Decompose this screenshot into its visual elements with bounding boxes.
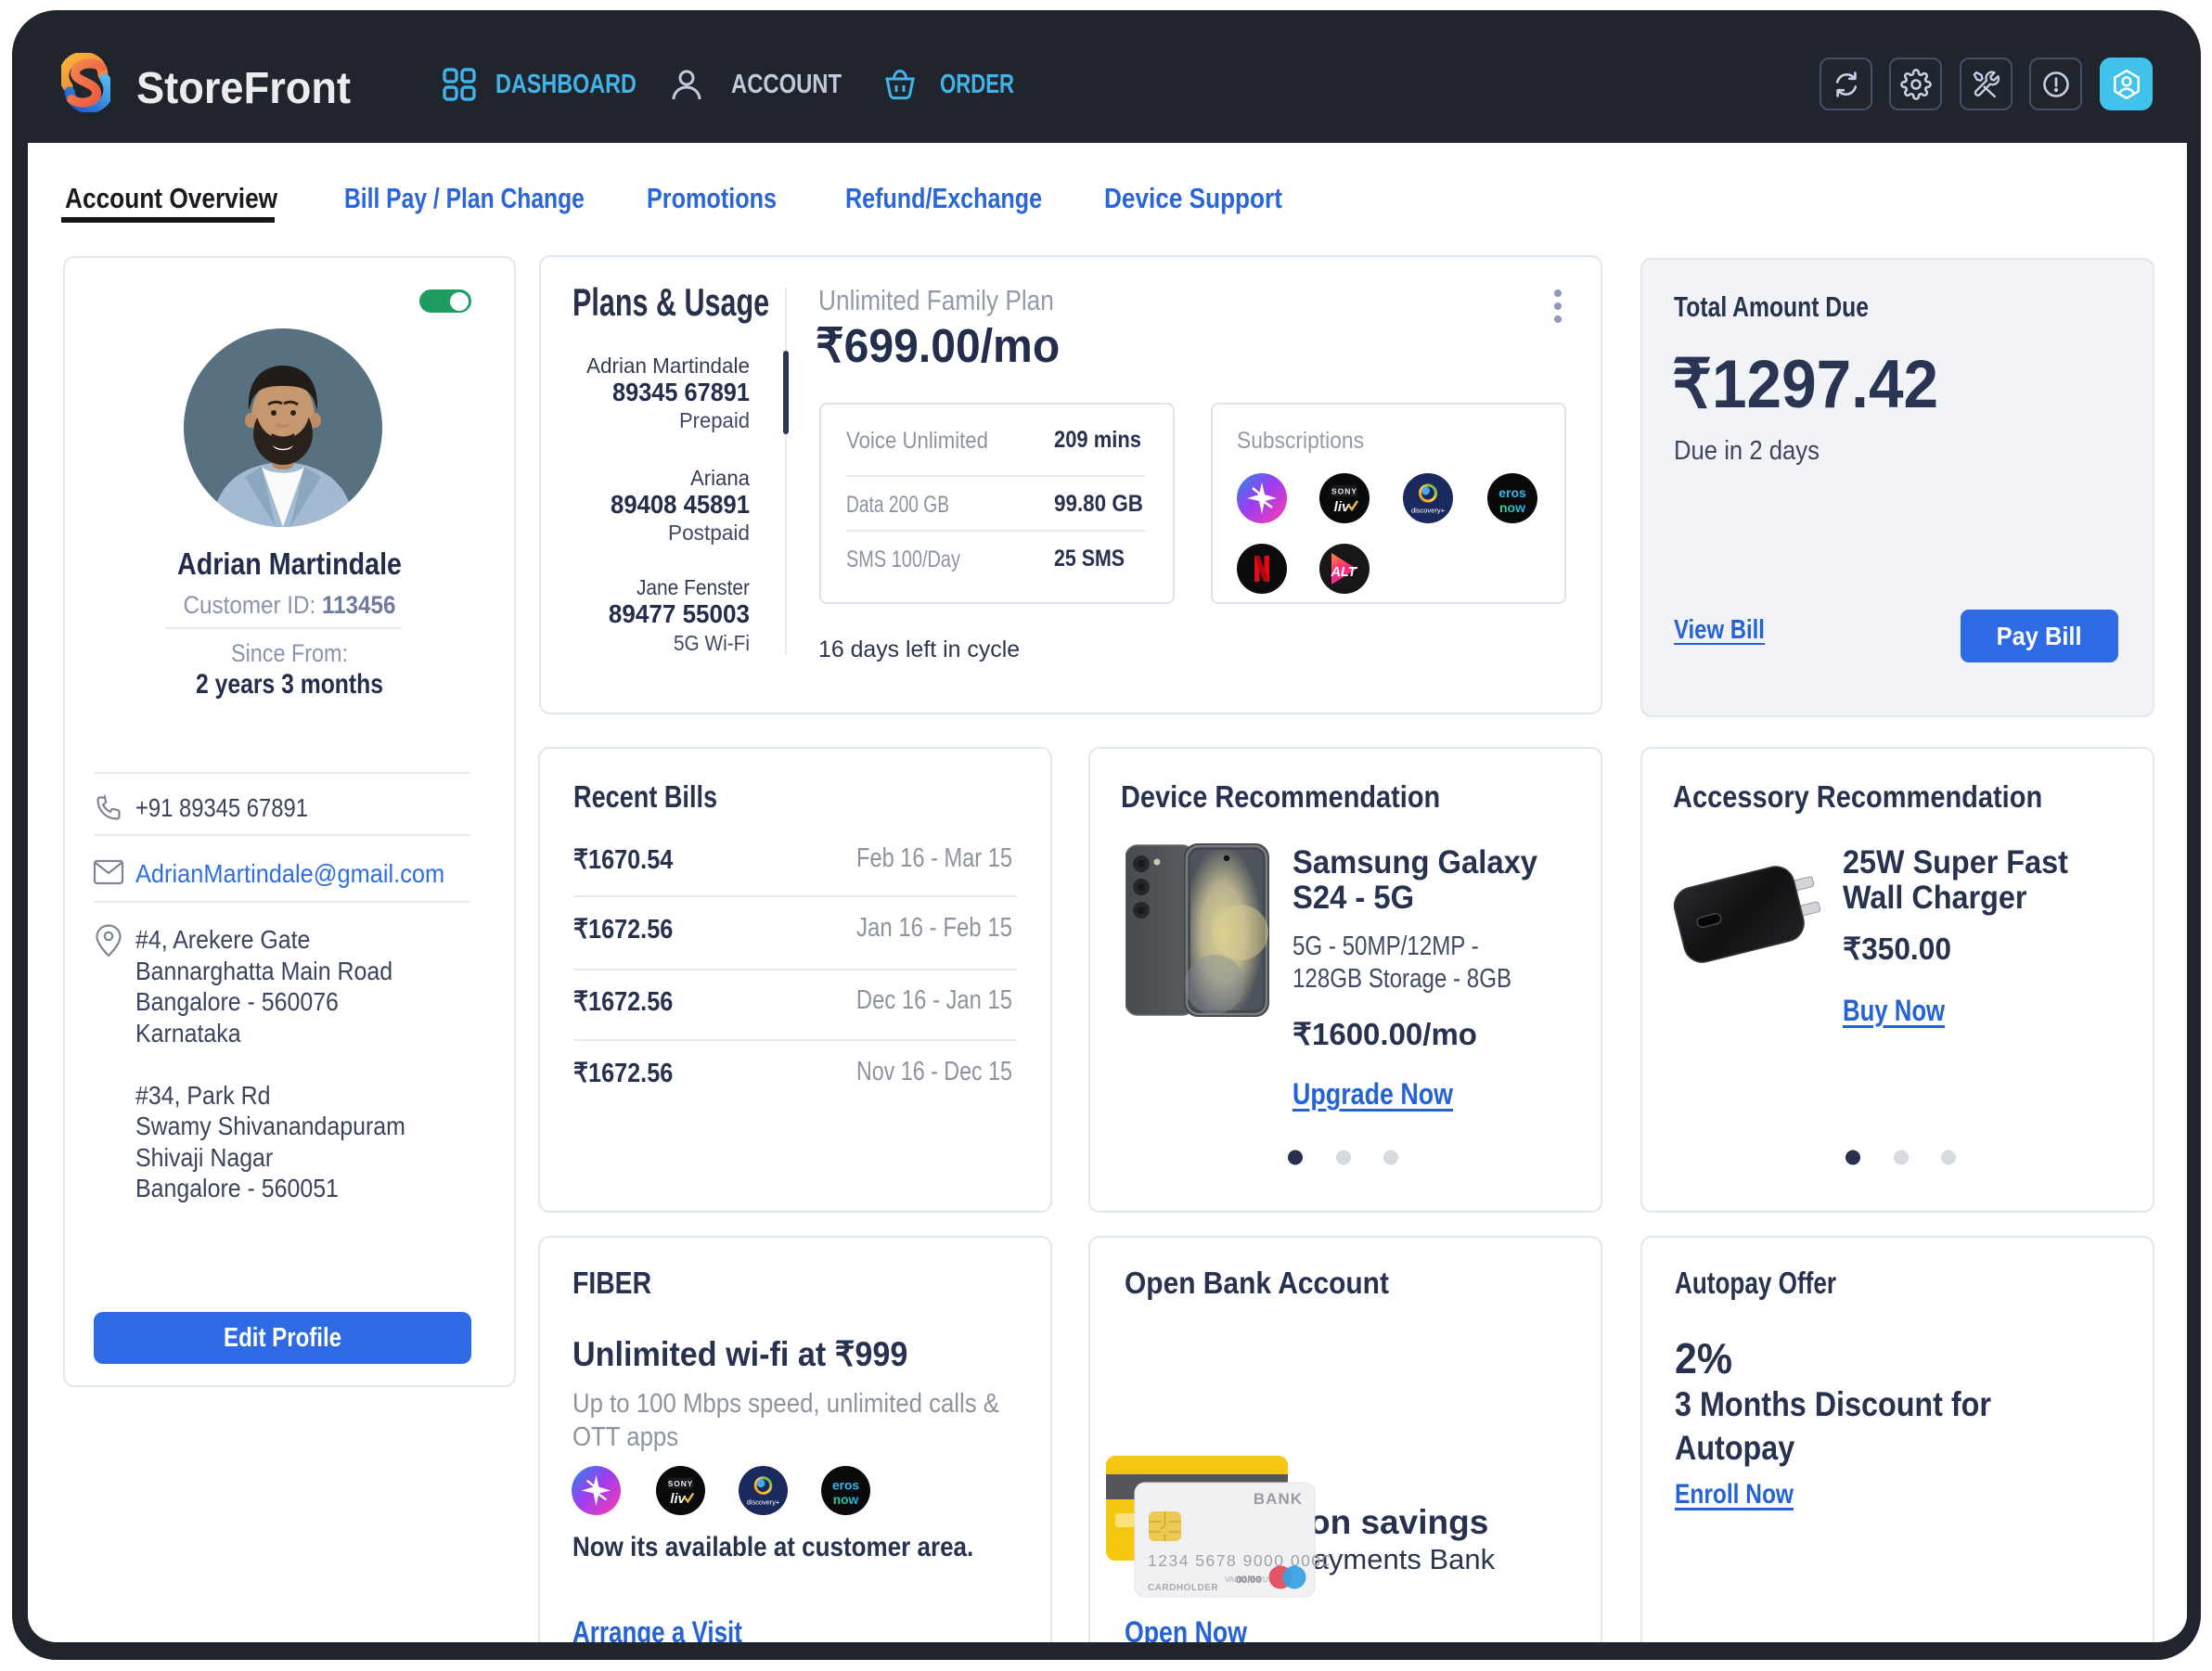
svg-text:discovery+: discovery+: [747, 1498, 779, 1507]
svg-text:eros: eros: [1498, 485, 1526, 500]
svg-text:BANK: BANK: [1254, 1490, 1303, 1508]
svg-text:SONY: SONY: [668, 1479, 694, 1488]
svg-text:1234 5678 9000 0000: 1234 5678 9000 0000: [1148, 1551, 1329, 1570]
svg-text:now: now: [833, 1493, 859, 1507]
svg-text:now: now: [1499, 500, 1525, 515]
svg-text:CARDHOLDER: CARDHOLDER: [1148, 1583, 1218, 1593]
svg-text:eros: eros: [832, 1479, 859, 1493]
svg-text:VALID THRU: VALID THRU: [1225, 1575, 1268, 1584]
svg-text:SONY: SONY: [1331, 487, 1357, 496]
svg-text:00/00: 00/00: [1236, 1575, 1262, 1586]
svg-text:liv: liv: [670, 1492, 686, 1507]
svg-text:liv: liv: [1334, 499, 1351, 515]
svg-text:discovery+: discovery+: [1411, 507, 1446, 515]
